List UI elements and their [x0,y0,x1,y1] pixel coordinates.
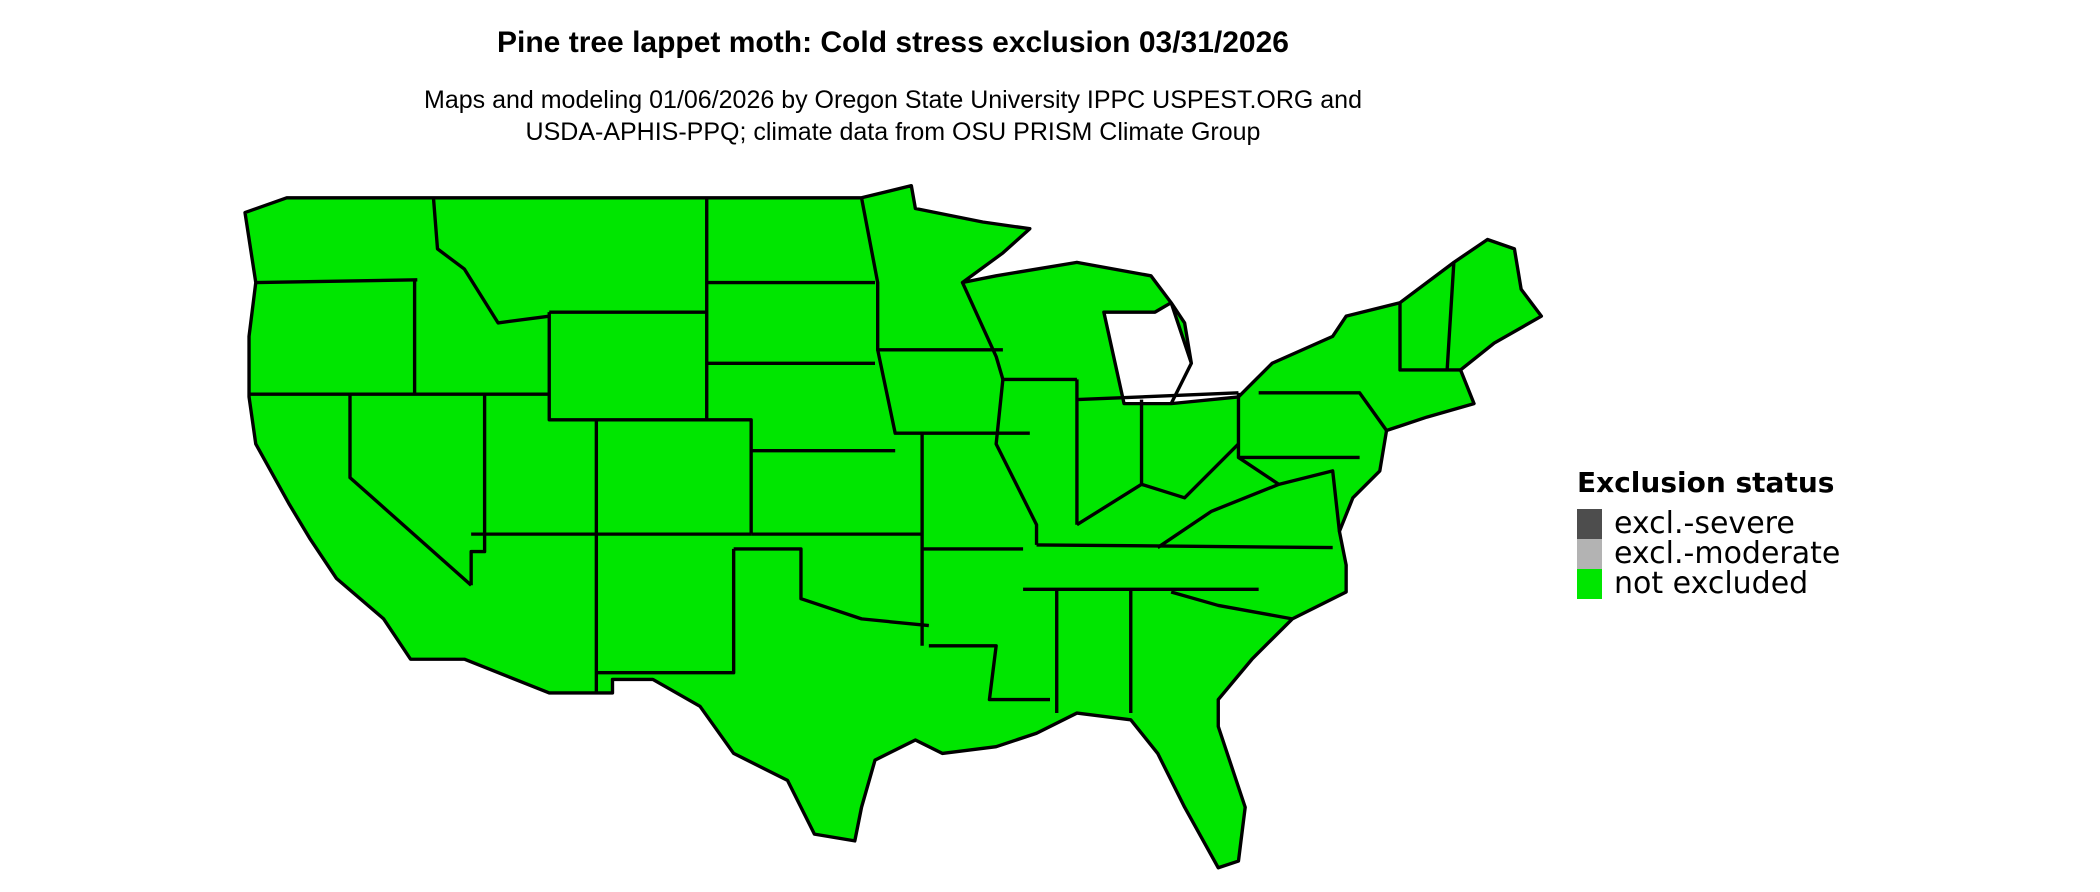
subtitle-line-2: USDA-APHIS-PPQ; climate data from OSU PR… [525,118,1261,146]
map-subtitle: Maps and modeling 01/06/2026 by Oregon S… [0,84,1786,148]
legend-swatch [1577,539,1602,569]
state-borders [249,197,1461,714]
legend-swatch [1577,509,1602,539]
legend-item-severe: excl.-severe [1577,509,1840,539]
legend-label: not excluded [1614,566,1809,601]
legend-swatch [1577,569,1602,599]
subtitle-line-1: Maps and modeling 01/06/2026 by Oregon S… [424,86,1362,114]
legend-item-moderate: excl.-moderate [1577,539,1840,569]
legend-label: excl.-moderate [1614,536,1841,571]
map-title: Pine tree lappet moth: Cold stress exclu… [497,26,1289,59]
us-outline [243,183,1544,870]
legend-item-not-excluded: not excluded [1577,569,1840,599]
legend-label: excl.-severe [1614,506,1795,541]
legend: Exclusion status excl.-severe excl.-mode… [1577,466,1840,599]
legend-title: Exclusion status [1577,466,1835,499]
